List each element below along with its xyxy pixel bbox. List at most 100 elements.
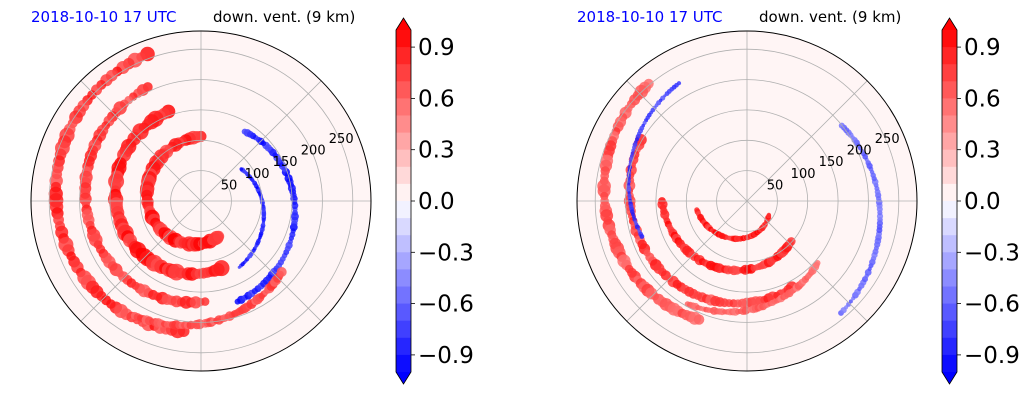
colorbar-segment <box>396 132 411 151</box>
colorbar-segment <box>942 337 957 356</box>
field-band-cell <box>693 314 705 325</box>
colorbar-segment <box>942 81 957 99</box>
radial-tick-label: 200 <box>847 144 872 159</box>
radial-tick-label: 50 <box>221 178 238 193</box>
panel-title-date: 2018-10-10 17 UTC <box>577 8 723 26</box>
colorbar-extend-min <box>942 372 957 384</box>
colorbar-tick-label: −0.6 <box>964 292 1020 318</box>
colorbar-segment <box>942 47 957 65</box>
colorbar-segment <box>942 166 957 185</box>
colorbar-segment <box>942 30 957 48</box>
colorbar-tick-label: −0.9 <box>964 343 1020 369</box>
field-band-cell <box>241 128 248 135</box>
radial-tick-label: 200 <box>301 144 326 159</box>
colorbar-segment <box>396 166 411 185</box>
field-band-cell <box>239 167 244 171</box>
field-band-cell <box>846 301 852 307</box>
colorbar-segment <box>396 320 411 339</box>
colorbar-segment <box>396 115 411 134</box>
colorbar-segment <box>942 303 957 322</box>
radial-tick-label: 100 <box>791 167 816 182</box>
colorbar-tick-label: 0.3 <box>418 138 455 164</box>
field-band-cell <box>629 156 634 161</box>
colorbar-frame <box>395 17 412 385</box>
colorbar-segment <box>942 354 957 373</box>
colorbar-frame <box>941 17 958 385</box>
field-band-cell <box>213 230 225 242</box>
colorbar-extend-max <box>942 18 957 30</box>
colorbar-segment <box>396 252 411 270</box>
colorbar-segment <box>942 201 957 219</box>
field-band-cell <box>276 267 287 277</box>
angular-gridline <box>80 80 202 202</box>
colorbar-segment <box>396 98 411 116</box>
field-band-cell <box>639 234 645 239</box>
colorbar-tick-label: 0.9 <box>418 35 455 61</box>
angular-gridline <box>80 200 202 322</box>
colorbar-segment <box>396 201 411 219</box>
colorbar-segment <box>942 235 957 253</box>
colorbar-tick-label: −0.3 <box>964 240 1020 266</box>
colorbar-segment <box>942 64 957 82</box>
radial-tick-label: 150 <box>819 155 844 170</box>
colorbar-segment <box>396 337 411 356</box>
colorbar-segment <box>396 269 411 287</box>
colorbar-segment <box>942 286 957 305</box>
radial-tick-label: 150 <box>273 155 298 170</box>
chart-panel-right: 2018-10-10 17 UTC down. vent. (9 km) 50 1… <box>546 0 1036 401</box>
colorbar-extend-min <box>396 372 411 384</box>
colorbar-segment <box>942 252 957 270</box>
colorbar-segment <box>396 64 411 82</box>
colorbar-segment <box>942 269 957 287</box>
panel-title-variable: down. vent. (9 km) <box>759 8 902 26</box>
field-band-cell <box>766 212 771 217</box>
field-band-cell <box>848 299 853 304</box>
colorbar-segment <box>942 183 957 202</box>
colorbar-tick-label: 0.0 <box>418 189 455 215</box>
angular-gridline <box>746 200 868 322</box>
colorbar-segment <box>942 218 957 236</box>
colorbar-segment <box>942 115 957 134</box>
field-band-cell <box>200 297 210 306</box>
colorbar-segment <box>396 149 411 168</box>
radial-tick-label: 100 <box>245 167 270 182</box>
field-band-cell <box>213 260 230 277</box>
colorbar-tick-label: 0.6 <box>964 86 1001 112</box>
colorbar-tick-label: −0.3 <box>418 240 474 266</box>
field-band-cell <box>626 187 632 193</box>
colorbar-segment <box>396 218 411 236</box>
colorbar-segment <box>396 286 411 305</box>
angular-gridline <box>626 200 748 322</box>
colorbar-segment <box>942 320 957 339</box>
polar-frame <box>30 30 372 372</box>
colorbar-segment <box>396 30 411 48</box>
radial-tick-label: 250 <box>329 132 354 147</box>
colorbar-segment <box>396 47 411 65</box>
colorbar-segment <box>396 303 411 322</box>
panel-title-date: 2018-10-10 17 UTC <box>31 8 177 26</box>
angular-gridline <box>200 80 322 202</box>
colorbar-extend-max <box>396 18 411 30</box>
field-band-cell <box>630 151 635 155</box>
colorbar-segment <box>396 183 411 202</box>
colorbar-segment <box>942 98 957 116</box>
colorbar-segment <box>942 132 957 151</box>
colorbar-tick-label: 0.6 <box>418 86 455 112</box>
colorbar-segment <box>396 354 411 373</box>
radial-tick-label: 50 <box>767 178 784 193</box>
chart-panel-left: 2018-10-10 17 UTC down. vent. (9 km) 50 1… <box>30 8 474 385</box>
angular-gridline <box>200 200 322 322</box>
radial-tick-label: 250 <box>875 132 900 147</box>
colorbar-tick-label: 0.3 <box>964 138 1001 164</box>
angular-gridline <box>626 80 748 202</box>
colorbar-segment <box>396 235 411 253</box>
field-band-cell <box>631 148 636 153</box>
field-band-cell <box>814 260 821 266</box>
colorbar-tick-label: 0.9 <box>964 35 1001 61</box>
colorbar-tick-label: −0.6 <box>418 292 474 318</box>
colorbar-tick-label: −0.9 <box>418 343 474 369</box>
colorbar-segment <box>396 81 411 99</box>
angular-gridline <box>746 80 868 202</box>
